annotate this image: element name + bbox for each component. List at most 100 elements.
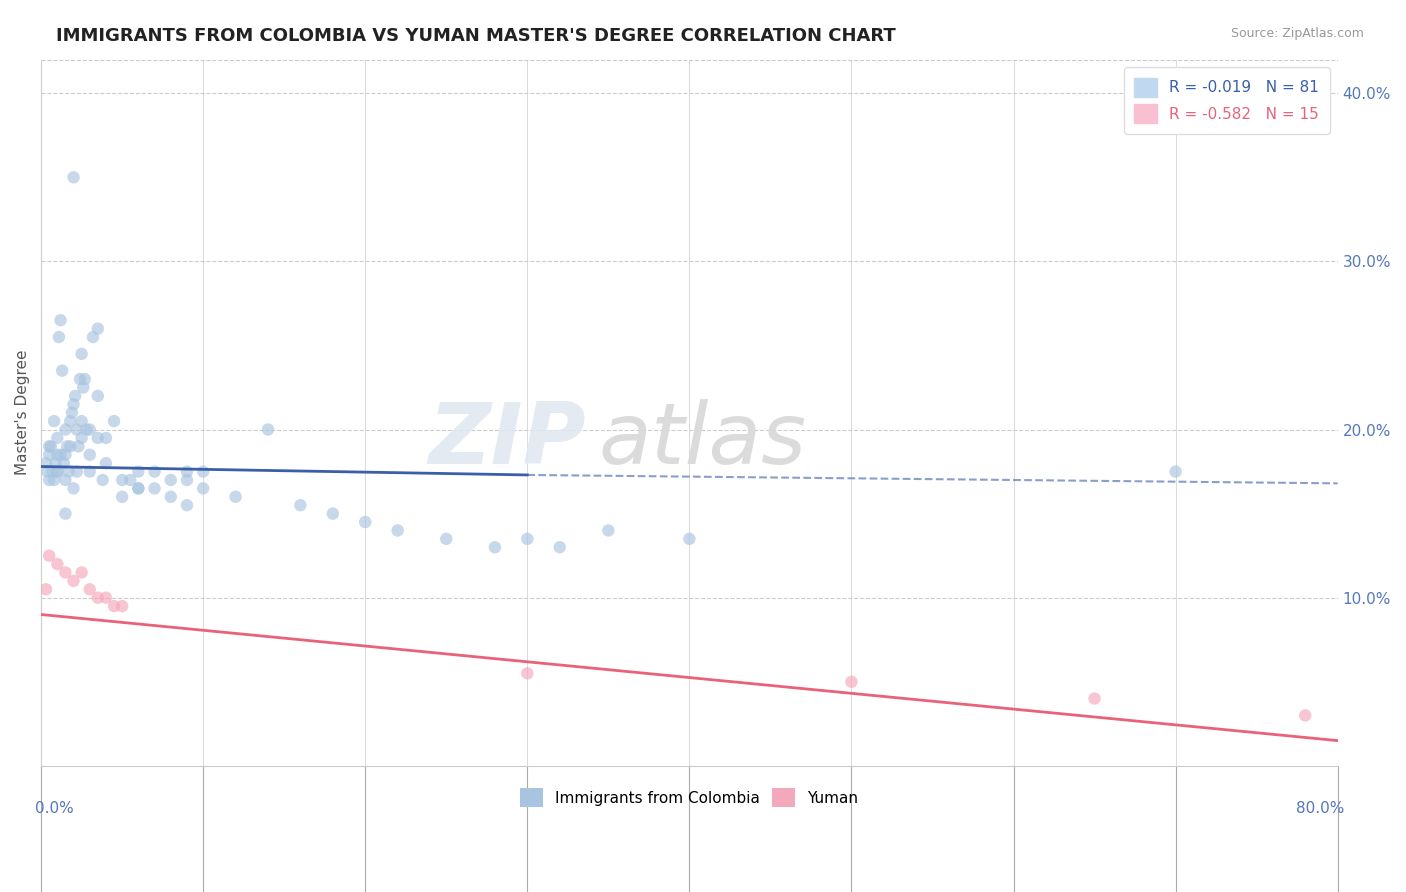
Legend: Immigrants from Colombia, Yuman: Immigrants from Colombia, Yuman bbox=[513, 780, 866, 814]
Point bbox=[87, 389, 110, 403]
Point bbox=[143, 482, 166, 496]
Point bbox=[127, 465, 149, 479]
Point bbox=[66, 465, 89, 479]
Point bbox=[484, 541, 506, 555]
Point bbox=[70, 414, 93, 428]
Point bbox=[37, 465, 59, 479]
Point bbox=[59, 414, 82, 428]
Point bbox=[322, 507, 344, 521]
Point bbox=[225, 490, 247, 504]
Point bbox=[1164, 465, 1187, 479]
Point bbox=[516, 532, 538, 546]
Point bbox=[38, 473, 60, 487]
Point bbox=[87, 321, 110, 335]
Point bbox=[87, 591, 110, 605]
Text: 80.0%: 80.0% bbox=[1296, 801, 1344, 815]
Point bbox=[79, 448, 101, 462]
Point bbox=[49, 448, 72, 462]
Point bbox=[38, 549, 60, 563]
Point bbox=[62, 170, 84, 185]
Point bbox=[48, 330, 70, 344]
Point bbox=[45, 456, 67, 470]
Point bbox=[51, 364, 73, 378]
Point bbox=[38, 448, 60, 462]
Point bbox=[516, 666, 538, 681]
Point bbox=[69, 372, 91, 386]
Point bbox=[42, 473, 65, 487]
Point bbox=[76, 423, 98, 437]
Point bbox=[79, 423, 101, 437]
Point bbox=[120, 473, 142, 487]
Point bbox=[62, 482, 84, 496]
Point bbox=[143, 465, 166, 479]
Point bbox=[94, 431, 117, 445]
Point bbox=[111, 490, 134, 504]
Point bbox=[290, 498, 312, 512]
Point bbox=[42, 414, 65, 428]
Point bbox=[1083, 691, 1105, 706]
Point bbox=[678, 532, 700, 546]
Point bbox=[111, 473, 134, 487]
Point bbox=[598, 524, 620, 538]
Point bbox=[55, 473, 77, 487]
Point bbox=[257, 423, 280, 437]
Point bbox=[67, 439, 90, 453]
Point bbox=[46, 465, 69, 479]
Text: ZIP: ZIP bbox=[427, 400, 586, 483]
Point bbox=[354, 515, 377, 529]
Point bbox=[548, 541, 571, 555]
Text: IMMIGRANTS FROM COLOMBIA VS YUMAN MASTER'S DEGREE CORRELATION CHART: IMMIGRANTS FROM COLOMBIA VS YUMAN MASTER… bbox=[56, 27, 896, 45]
Point bbox=[70, 431, 93, 445]
Point bbox=[62, 397, 84, 411]
Point bbox=[46, 465, 69, 479]
Point bbox=[41, 465, 63, 479]
Text: atlas: atlas bbox=[599, 400, 807, 483]
Point bbox=[66, 423, 89, 437]
Point bbox=[70, 347, 93, 361]
Point bbox=[46, 431, 69, 445]
Point bbox=[159, 473, 181, 487]
Point bbox=[70, 566, 93, 580]
Point bbox=[103, 599, 125, 613]
Point bbox=[55, 423, 77, 437]
Point bbox=[73, 372, 96, 386]
Y-axis label: Master's Degree: Master's Degree bbox=[15, 350, 30, 475]
Point bbox=[35, 456, 58, 470]
Point bbox=[127, 482, 149, 496]
Point bbox=[159, 490, 181, 504]
Point bbox=[434, 532, 457, 546]
Point bbox=[87, 431, 110, 445]
Point bbox=[387, 524, 409, 538]
Point bbox=[1294, 708, 1316, 723]
Point bbox=[55, 448, 77, 462]
Text: 0.0%: 0.0% bbox=[35, 801, 73, 815]
Point bbox=[82, 330, 104, 344]
Point bbox=[46, 448, 69, 462]
Point bbox=[94, 456, 117, 470]
Point bbox=[193, 482, 215, 496]
Point bbox=[176, 473, 198, 487]
Point bbox=[55, 507, 77, 521]
Point bbox=[52, 456, 75, 470]
Point bbox=[38, 439, 60, 453]
Point bbox=[35, 582, 58, 597]
Point bbox=[841, 674, 863, 689]
Point bbox=[56, 439, 79, 453]
Text: Source: ZipAtlas.com: Source: ZipAtlas.com bbox=[1230, 27, 1364, 40]
Point bbox=[176, 498, 198, 512]
Point bbox=[59, 439, 82, 453]
Point bbox=[49, 313, 72, 327]
Point bbox=[63, 389, 86, 403]
Point bbox=[46, 557, 69, 571]
Point bbox=[94, 591, 117, 605]
Point bbox=[103, 414, 125, 428]
Point bbox=[79, 582, 101, 597]
Point bbox=[60, 406, 83, 420]
Point bbox=[127, 482, 149, 496]
Point bbox=[193, 465, 215, 479]
Point bbox=[58, 465, 80, 479]
Point bbox=[79, 465, 101, 479]
Point bbox=[111, 599, 134, 613]
Point bbox=[72, 380, 94, 394]
Point bbox=[55, 566, 77, 580]
